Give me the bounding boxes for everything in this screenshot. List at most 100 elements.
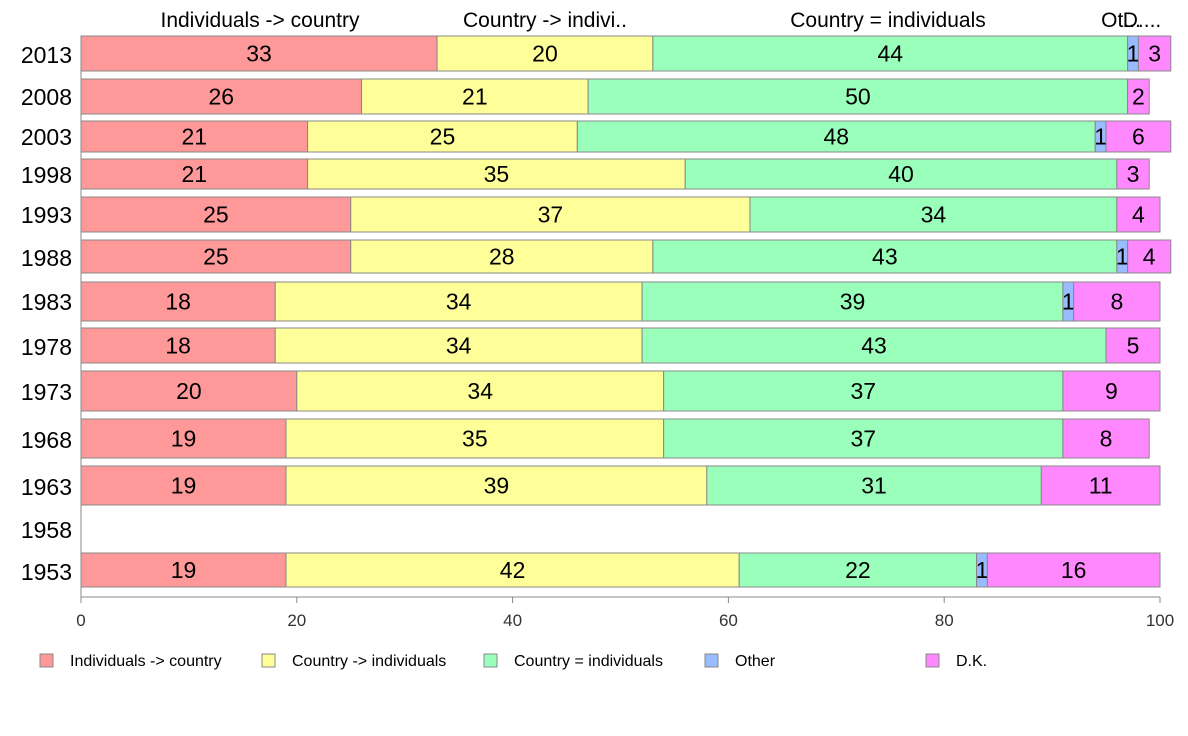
bar-value-label: 18 [165,289,191,315]
year-label: 1953 [21,559,72,585]
bar-value-label: 5 [1127,333,1140,359]
legend-item: Country = individuals [483,653,663,670]
x-tick-label: 100 [1146,611,1174,630]
year-label: 1958 [21,517,72,543]
bar-value-label: 39 [840,289,866,315]
legend-swatch [925,653,940,668]
year-labels: 2013 2008 2003 1998 1993 1988 1983 1978 1973 1968… [21,42,72,585]
bar-value-label: 28 [489,244,515,270]
bar-segment [1127,239,1172,274]
legend: Individuals -> country Country -> individ… [39,653,987,670]
bar-value-label: 26 [208,84,234,110]
legend-item: Other [704,653,776,670]
bar-segment [706,465,1042,506]
bar-value-label: 20 [176,378,202,404]
bar-value-label: 8 [1110,289,1123,315]
bar-value-label: 50 [845,84,871,110]
bar-value-label: 25 [430,124,456,150]
bar-segment [1062,370,1161,412]
bar-value-label: 43 [861,333,887,359]
bar-value-label: 19 [171,557,197,583]
bar-value-label: 19 [171,426,197,452]
bar-value-label: 33 [246,41,272,67]
bar-value-label: 22 [845,557,871,583]
column-header-label: Individuals -> country [160,9,360,32]
bar-segment [1105,120,1172,153]
bar-value-label: 9 [1105,378,1118,404]
legend-item: Individuals -> country [39,653,222,670]
bar-value-label: 1 [1127,41,1140,67]
legend-label: Individuals -> country [70,653,222,670]
bar-value-label: 37 [538,202,564,228]
bar-segment [80,158,309,190]
bar-segment [274,327,643,364]
bar-segment [1116,196,1161,233]
x-tick-label: 0 [76,611,85,630]
bar-segment [80,120,309,153]
bar-value-label: 31 [861,473,887,499]
bar-value-label: 8 [1100,426,1113,452]
bar-segment [274,281,643,322]
x-axis: 0 20 40 60 80 100 [76,36,1174,630]
column-header-label: D.... [1123,9,1162,32]
bar-value-label: 34 [467,378,493,404]
bar-value-label: 21 [462,84,488,110]
x-tick-label: 20 [287,611,306,630]
bar-segment [307,120,578,153]
legend-swatch [39,653,54,668]
year-label: 1983 [21,289,72,315]
bar-segment [684,158,1118,190]
year-label: 1998 [21,162,72,188]
legend-label: D.K. [956,653,987,670]
column-header-label: Country -> indivi.. [463,9,627,32]
legend-label: Other [735,653,776,670]
legend-swatch [483,653,498,668]
x-tick-label: 40 [503,611,522,630]
bar-segment [80,78,363,115]
bar-segment [749,196,1118,233]
bar-segment [285,465,708,506]
bar-value-label: 34 [921,202,947,228]
bar-segment [80,418,287,459]
bar-value-label: 42 [500,557,526,583]
bar-segment [436,35,654,72]
bar-value-label: 35 [462,426,488,452]
bar-value-label: 37 [850,426,876,452]
year-label: 1993 [21,202,72,228]
bar-segment [576,120,1096,153]
bar-segment [1040,465,1161,506]
column-header-label: Country = individuals [790,9,986,32]
bar-segment [986,552,1161,588]
year-label: 2003 [21,124,72,150]
bar-value-label: 35 [484,161,510,187]
year-label: 1973 [21,379,72,405]
legend-swatch [704,653,719,668]
bar-segment [80,465,287,506]
bar-value-label: 19 [171,473,197,499]
bar-value-label: 21 [181,124,207,150]
bar-value-label: 44 [877,41,903,67]
x-tick-label: 80 [935,611,954,630]
bar-segment [641,281,1064,322]
bar-value-label: 43 [872,244,898,270]
bar-value-label: 20 [532,41,558,67]
bar-value-label: 18 [165,333,191,359]
bar-value-label: 3 [1127,161,1140,187]
bar-value-label: 34 [446,333,472,359]
column-headers: Individuals -> country Country -> indivi.… [160,9,1161,32]
bar-segment [738,552,978,588]
year-label: 1978 [21,334,72,360]
year-label: 1963 [21,474,72,500]
bar-value-label: 48 [824,124,850,150]
bar-value-label: 2 [1132,84,1145,110]
bar-segment [80,370,298,412]
bar-segment [587,78,1129,115]
bar-value-label: 37 [850,378,876,404]
bar-segment [652,239,1118,274]
bar-value-label: 1 [1062,289,1075,315]
bar-value-label: 1 [1094,124,1107,150]
bar-segment [80,552,287,588]
bar-segment [1062,418,1150,459]
bar-value-label: 1 [1116,244,1129,270]
